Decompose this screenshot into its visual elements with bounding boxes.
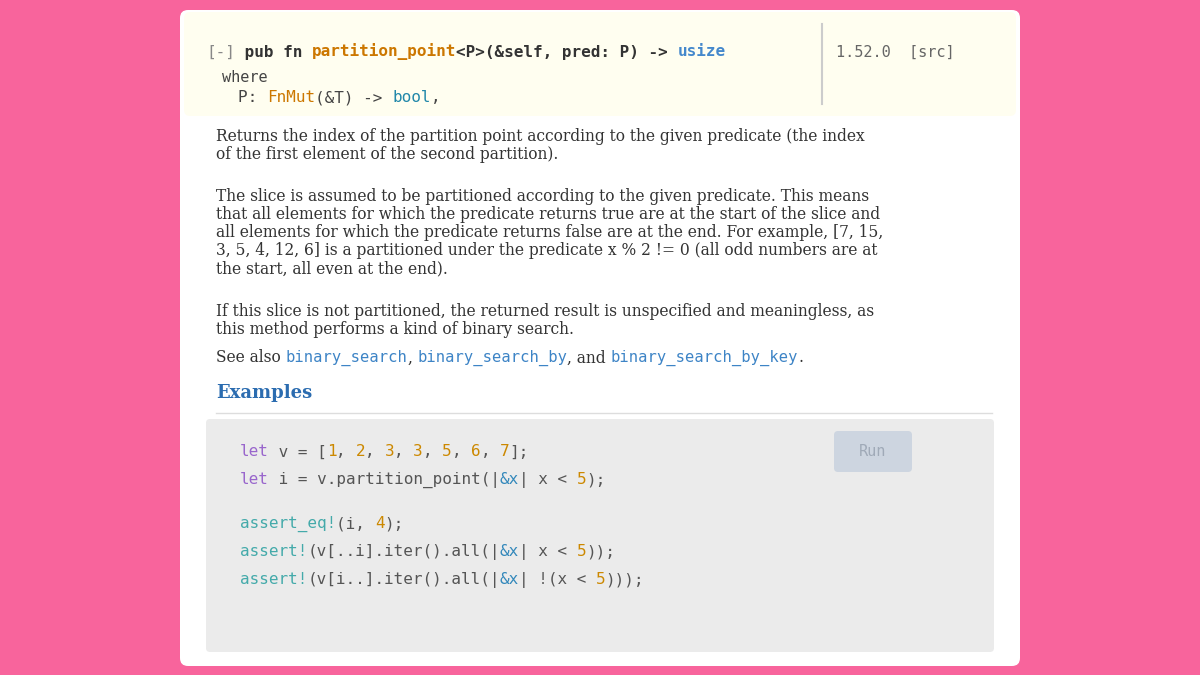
Text: assert!: assert!: [240, 545, 307, 560]
Text: 3, 5, 4, 12, 6] is a partitioned under the predicate x % 2 != 0 (all odd numbers: 3, 5, 4, 12, 6] is a partitioned under t…: [216, 242, 877, 259]
Text: where: where: [222, 70, 268, 86]
Text: <P>(&self, pred: P) ->: <P>(&self, pred: P) ->: [456, 45, 678, 59]
Text: 1: 1: [326, 445, 336, 460]
Text: binary_search_by_key: binary_search_by_key: [611, 350, 798, 366]
Text: (&T) ->: (&T) ->: [314, 90, 392, 105]
Text: ,: ,: [422, 445, 442, 460]
Text: 5: 5: [577, 472, 587, 487]
Text: 5: 5: [596, 572, 606, 587]
Text: See also: See also: [216, 350, 286, 367]
Text: binary_search_by: binary_search_by: [418, 350, 568, 366]
Text: ,: ,: [394, 445, 413, 460]
Text: FnMut: FnMut: [266, 90, 314, 105]
FancyBboxPatch shape: [180, 10, 1020, 666]
Text: 3: 3: [413, 445, 422, 460]
Text: (v[..i].iter().all(|: (v[..i].iter().all(|: [307, 544, 500, 560]
Text: .: .: [798, 350, 803, 367]
Text: Run: Run: [859, 444, 887, 459]
Text: Examples: Examples: [216, 384, 312, 402]
Text: assert_eq!: assert_eq!: [240, 516, 336, 532]
Text: | x <: | x <: [520, 472, 577, 488]
Text: 4: 4: [374, 516, 384, 531]
Text: P:: P:: [238, 90, 266, 105]
Text: ,: ,: [336, 445, 355, 460]
Text: 2: 2: [355, 445, 365, 460]
Text: partition_point: partition_point: [312, 43, 456, 61]
Text: pub fn: pub fn: [235, 45, 312, 59]
Text: (v[i..].iter().all(|: (v[i..].iter().all(|: [307, 572, 500, 588]
Text: ,: ,: [431, 90, 440, 105]
FancyBboxPatch shape: [206, 419, 994, 652]
Text: binary_search: binary_search: [286, 350, 408, 366]
Text: i = v.partition_point(|: i = v.partition_point(|: [269, 472, 500, 488]
Text: 3: 3: [384, 445, 394, 460]
Text: that all elements for which the predicate returns true are at the start of the s: that all elements for which the predicat…: [216, 206, 880, 223]
Text: &x: &x: [500, 545, 520, 560]
Text: ,: ,: [408, 350, 418, 367]
Text: ,: ,: [451, 445, 470, 460]
FancyBboxPatch shape: [184, 12, 1016, 116]
Text: assert!: assert!: [240, 572, 307, 587]
Text: let: let: [240, 472, 269, 487]
Text: )));: )));: [606, 572, 644, 587]
Text: ,: ,: [481, 445, 500, 460]
Text: &x: &x: [500, 472, 520, 487]
Text: 7: 7: [500, 445, 510, 460]
Text: this method performs a kind of binary search.: this method performs a kind of binary se…: [216, 321, 574, 338]
Text: usize: usize: [678, 45, 726, 59]
Text: );: );: [587, 472, 606, 487]
Text: all elements for which the predicate returns false are at the end. For example, : all elements for which the predicate ret…: [216, 224, 883, 241]
Text: | !(x <: | !(x <: [520, 572, 596, 588]
Text: 6: 6: [470, 445, 481, 460]
Text: of the first element of the second partition).: of the first element of the second parti…: [216, 146, 558, 163]
Text: | x <: | x <: [520, 544, 577, 560]
Text: );: );: [384, 516, 403, 531]
Text: ];: ];: [510, 445, 529, 460]
Text: , and: , and: [568, 350, 611, 367]
Text: The slice is assumed to be partitioned according to the given predicate. This me: The slice is assumed to be partitioned a…: [216, 188, 869, 205]
FancyBboxPatch shape: [834, 431, 912, 472]
Text: v = [: v = [: [269, 445, 326, 460]
Text: 5: 5: [442, 445, 451, 460]
Text: 1.52.0  [src]: 1.52.0 [src]: [836, 45, 955, 59]
Text: 5: 5: [577, 545, 587, 560]
Text: bool: bool: [392, 90, 431, 105]
Text: [-]: [-]: [206, 45, 235, 59]
Text: the start, all even at the end).: the start, all even at the end).: [216, 260, 448, 277]
Text: ,: ,: [365, 445, 384, 460]
Text: &x: &x: [500, 572, 520, 587]
Text: (i,: (i,: [336, 516, 374, 531]
Text: let: let: [240, 445, 269, 460]
Text: ));: ));: [587, 545, 616, 560]
Text: Returns the index of the partition point according to the given predicate (the i: Returns the index of the partition point…: [216, 128, 865, 145]
Text: If this slice is not partitioned, the returned result is unspecified and meaning: If this slice is not partitioned, the re…: [216, 303, 874, 320]
